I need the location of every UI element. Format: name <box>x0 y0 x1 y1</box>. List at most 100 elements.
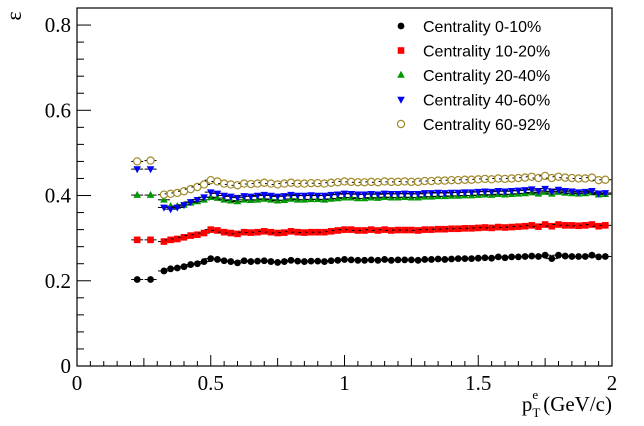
data-point <box>354 256 362 264</box>
data-point <box>293 192 302 200</box>
data-point <box>554 186 563 194</box>
data-point <box>588 221 596 228</box>
data-point <box>260 228 268 235</box>
data-point <box>501 188 509 196</box>
data-point <box>541 251 549 259</box>
data-point <box>166 206 175 214</box>
y-axis-label: ε <box>1 11 26 20</box>
data-point <box>488 254 496 262</box>
data-point <box>501 224 509 231</box>
data-point <box>147 276 154 283</box>
data-point <box>581 253 589 260</box>
data-point <box>267 228 275 236</box>
series-layer <box>131 156 612 283</box>
data-point <box>194 231 201 239</box>
data-point <box>602 222 609 229</box>
x-tick-label: 2 <box>607 371 618 395</box>
data-point <box>561 222 569 229</box>
data-point <box>601 175 610 184</box>
data-point <box>260 257 268 265</box>
data-point <box>340 190 349 198</box>
data-point <box>233 194 242 202</box>
data-point <box>454 255 462 262</box>
data-point <box>574 189 583 197</box>
data-point <box>468 255 475 262</box>
data-point <box>173 188 182 198</box>
data-point <box>147 236 154 244</box>
data-point <box>367 256 375 264</box>
legend-label: Centrality 10-20% <box>423 44 550 61</box>
data-point <box>601 253 609 260</box>
data-point <box>307 192 315 200</box>
data-point <box>347 191 355 199</box>
data-point <box>133 276 141 283</box>
data-point <box>132 157 142 166</box>
legend-label: Centrality 20-40% <box>423 68 550 85</box>
data-point <box>535 223 542 230</box>
data-point <box>280 179 289 188</box>
data-point <box>260 191 269 199</box>
data-point <box>548 255 556 262</box>
data-point <box>207 255 215 262</box>
series-3 <box>131 166 612 214</box>
data-point <box>254 228 261 236</box>
data-point <box>206 175 215 185</box>
data-point <box>220 228 228 236</box>
data-point <box>581 222 589 229</box>
data-point <box>501 254 509 262</box>
data-point <box>360 191 369 199</box>
data-point <box>281 229 288 236</box>
data-point <box>200 194 208 202</box>
data-point <box>575 222 582 230</box>
data-point <box>400 190 409 198</box>
data-point <box>240 257 248 265</box>
legend-label: Centrality 60-92% <box>423 117 550 134</box>
data-point <box>273 180 282 189</box>
y-tick-label: 0.6 <box>45 98 71 122</box>
data-point <box>541 221 549 228</box>
data-point <box>434 225 442 233</box>
data-point <box>467 189 476 197</box>
data-point <box>307 257 315 265</box>
data-point <box>461 255 469 262</box>
data-point <box>535 253 542 260</box>
data-point <box>274 259 282 266</box>
data-point <box>381 226 388 233</box>
data-point <box>534 188 543 196</box>
data-point <box>394 256 402 264</box>
data-point <box>428 256 435 263</box>
data-point <box>327 257 335 265</box>
data-point <box>421 256 429 263</box>
data-point <box>361 256 368 264</box>
data-point <box>133 236 141 244</box>
data-point <box>260 178 269 187</box>
data-point <box>568 188 576 196</box>
data-point <box>347 256 355 264</box>
data-point <box>481 188 489 196</box>
data-point <box>575 253 582 260</box>
data-point <box>413 177 423 187</box>
data-point <box>174 235 181 243</box>
x-axis-label-main: p <box>522 392 533 416</box>
data-point <box>547 173 557 183</box>
data-point <box>327 191 335 199</box>
x-axis-label-sub: T <box>532 405 540 420</box>
data-point <box>227 229 235 237</box>
data-point <box>581 174 590 183</box>
data-point <box>233 181 242 190</box>
data-point <box>394 226 402 234</box>
data-point <box>159 190 169 199</box>
data-point <box>508 253 516 261</box>
data-point <box>146 166 155 174</box>
data-point <box>266 179 276 188</box>
data-point <box>247 229 255 236</box>
data-point <box>361 227 368 234</box>
data-point <box>180 202 188 210</box>
data-point <box>461 225 469 232</box>
data-point <box>421 226 429 233</box>
data-point <box>240 193 248 201</box>
data-point <box>454 225 462 233</box>
data-point <box>427 190 436 198</box>
data-point <box>234 230 241 238</box>
data-point <box>601 190 610 198</box>
